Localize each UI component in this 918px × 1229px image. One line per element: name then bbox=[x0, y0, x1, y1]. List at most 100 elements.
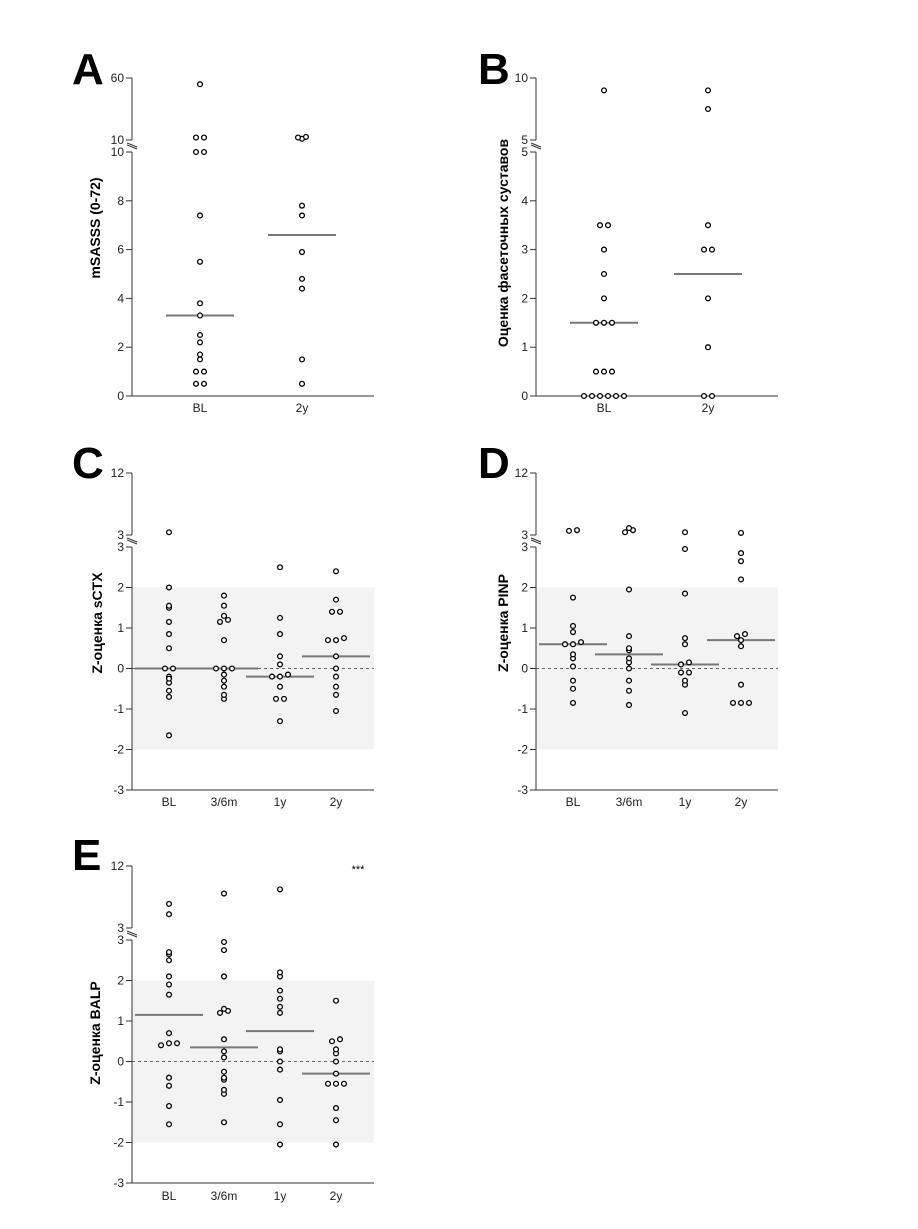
data-point bbox=[332, 665, 340, 672]
y-tick-label: -3 bbox=[113, 783, 124, 797]
data-point bbox=[737, 699, 745, 706]
data-point bbox=[276, 1066, 284, 1073]
y-tick-label: -2 bbox=[113, 1136, 124, 1150]
y-axis-title: Z-оценка PINP bbox=[495, 574, 511, 672]
axis-break-mark bbox=[530, 539, 542, 545]
data-point bbox=[625, 645, 633, 652]
data-point bbox=[332, 997, 340, 1004]
data-point bbox=[604, 392, 612, 400]
data-point bbox=[165, 911, 173, 918]
data-point bbox=[332, 1080, 340, 1087]
data-point bbox=[625, 701, 633, 708]
panel-letter: B bbox=[478, 45, 510, 94]
data-point bbox=[685, 669, 693, 676]
data-point bbox=[165, 687, 173, 694]
data-point bbox=[284, 671, 292, 678]
data-point bbox=[737, 558, 745, 565]
data-point bbox=[332, 691, 340, 698]
y-tick-label: 0 bbox=[521, 662, 528, 676]
data-point bbox=[569, 699, 577, 706]
data-point bbox=[708, 392, 716, 400]
data-point bbox=[298, 202, 306, 209]
data-point bbox=[625, 525, 633, 532]
data-point bbox=[276, 1058, 284, 1065]
x-category-label: 2y bbox=[702, 401, 715, 415]
data-point bbox=[169, 665, 177, 672]
y-tick-label: 12 bbox=[515, 466, 529, 480]
data-point bbox=[276, 969, 284, 976]
data-point bbox=[625, 677, 633, 684]
x-category-label: 2y bbox=[296, 401, 309, 415]
y-tick-label: 10 bbox=[111, 133, 125, 147]
data-point bbox=[733, 633, 741, 640]
y-tick-label: 1 bbox=[117, 621, 124, 635]
data-point bbox=[741, 631, 749, 638]
data-point bbox=[276, 1046, 284, 1053]
y-tick-label: 0 bbox=[117, 389, 124, 403]
data-point bbox=[220, 890, 228, 897]
data-point bbox=[324, 1080, 332, 1087]
y-tick-label: 3 bbox=[521, 540, 528, 554]
y-tick-label: 6 bbox=[117, 243, 124, 257]
data-point bbox=[165, 1103, 173, 1110]
y-axis-title: Z-оценка sCTX bbox=[89, 572, 105, 674]
data-point bbox=[677, 661, 685, 668]
y-tick-label: 2 bbox=[521, 291, 528, 305]
y-tick-label: 8 bbox=[117, 194, 124, 208]
axis-break-mark bbox=[126, 930, 138, 936]
data-point bbox=[592, 319, 600, 326]
data-point bbox=[228, 665, 236, 672]
data-point bbox=[596, 392, 604, 400]
data-point bbox=[681, 635, 689, 642]
data-point bbox=[569, 651, 577, 658]
x-category-label: 2y bbox=[735, 795, 748, 809]
data-point bbox=[573, 527, 581, 534]
data-point bbox=[298, 248, 306, 256]
data-point bbox=[612, 392, 620, 400]
data-point bbox=[220, 1068, 228, 1075]
data-point bbox=[165, 732, 173, 739]
x-category-label: BL bbox=[566, 795, 581, 809]
data-point bbox=[276, 564, 284, 571]
data-point bbox=[298, 212, 306, 219]
data-point bbox=[685, 659, 693, 666]
data-point bbox=[625, 665, 633, 672]
data-point bbox=[220, 947, 228, 954]
axis-break-mark bbox=[126, 142, 138, 148]
data-point bbox=[604, 222, 612, 229]
data-point bbox=[165, 1074, 173, 1081]
data-point bbox=[729, 699, 737, 706]
data-point bbox=[165, 645, 173, 652]
data-point bbox=[276, 995, 284, 1002]
y-tick-label: 2 bbox=[117, 340, 124, 354]
data-point bbox=[625, 586, 633, 593]
data-point bbox=[165, 991, 173, 998]
y-tick-label: 3 bbox=[521, 243, 528, 257]
data-point bbox=[681, 529, 689, 536]
data-point bbox=[276, 1096, 284, 1104]
data-point bbox=[192, 148, 200, 156]
data-point bbox=[276, 1009, 284, 1016]
data-point bbox=[569, 622, 577, 630]
x-category-label: BL bbox=[162, 795, 177, 809]
y-tick-label: 1 bbox=[521, 621, 528, 635]
panel-letter: E bbox=[72, 831, 101, 880]
y-tick-label: 5 bbox=[521, 133, 528, 147]
data-point bbox=[745, 699, 753, 706]
data-point bbox=[332, 596, 340, 603]
y-tick-label: 3 bbox=[521, 528, 528, 542]
data-point bbox=[681, 641, 689, 648]
x-category-label: 3/6m bbox=[211, 1189, 238, 1203]
data-point bbox=[569, 594, 577, 601]
data-point bbox=[276, 683, 284, 690]
data-point bbox=[220, 1086, 228, 1093]
y-tick-label: 10 bbox=[515, 71, 529, 85]
y-tick-label: 4 bbox=[117, 291, 124, 305]
data-point bbox=[298, 275, 306, 282]
data-point bbox=[276, 614, 284, 621]
data-point bbox=[272, 695, 280, 702]
data-point bbox=[220, 1074, 228, 1081]
y-tick-label: 1 bbox=[117, 1014, 124, 1028]
panel-letter: C bbox=[72, 439, 104, 488]
